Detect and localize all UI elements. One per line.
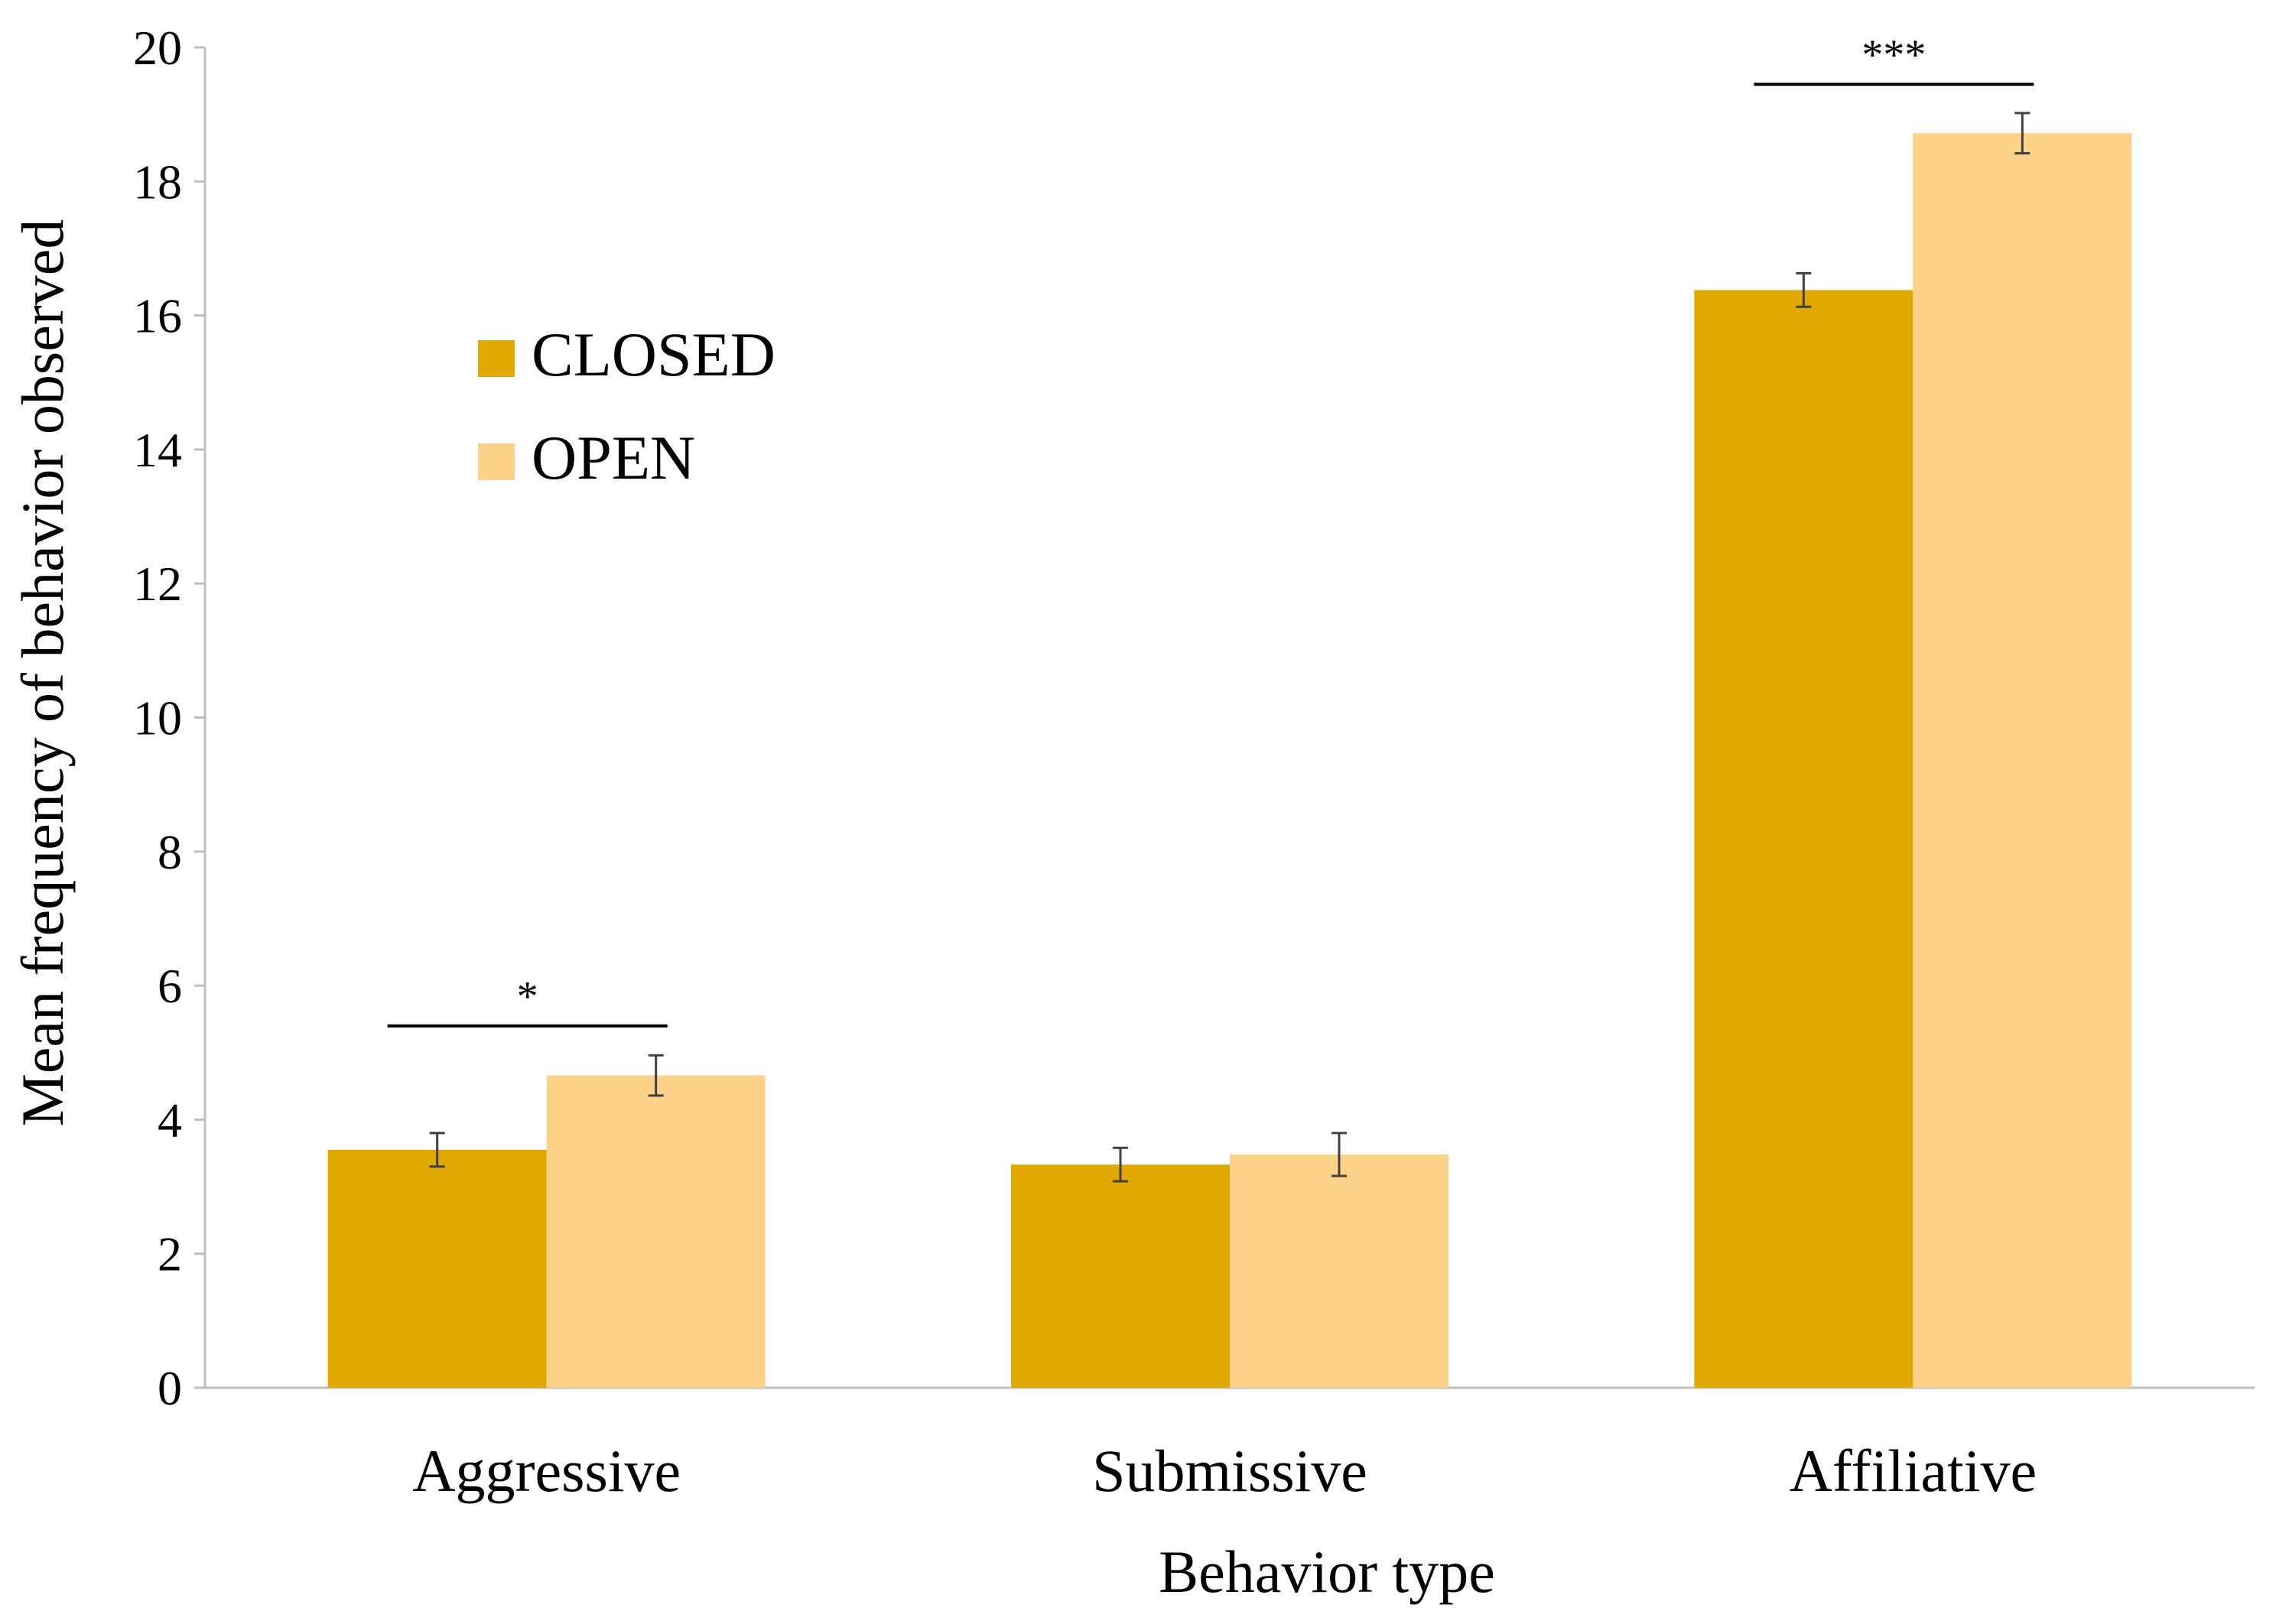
legend-label-open: OPEN bbox=[532, 423, 695, 492]
x-tick-label: Affiliative bbox=[1790, 1437, 2037, 1504]
bar-closed bbox=[1694, 290, 1913, 1389]
y-tick-label: 12 bbox=[133, 557, 182, 611]
legend-label-closed: CLOSED bbox=[532, 320, 775, 389]
bar-open bbox=[1913, 133, 2132, 1388]
y-tick-label: 14 bbox=[133, 423, 182, 477]
y-tick-label: 4 bbox=[158, 1093, 182, 1147]
x-tick-label: Submissive bbox=[1092, 1437, 1367, 1504]
error-bars bbox=[429, 112, 2031, 1183]
y-tick-label: 6 bbox=[158, 959, 182, 1013]
legend-swatch-closed bbox=[478, 340, 515, 377]
y-tick-label: 8 bbox=[158, 825, 182, 879]
y-tick-label: 0 bbox=[158, 1361, 182, 1415]
bar-closed bbox=[327, 1149, 547, 1388]
y-tick-label: 2 bbox=[158, 1227, 182, 1281]
y-tick-label: 18 bbox=[133, 154, 182, 209]
y-tick-label: 20 bbox=[133, 21, 182, 75]
legend-swatch-open bbox=[478, 443, 515, 480]
bars bbox=[327, 133, 2132, 1389]
bar-open bbox=[546, 1075, 766, 1388]
x-tick-label: Aggressive bbox=[412, 1437, 681, 1504]
significance-label: * bbox=[517, 973, 538, 1021]
x-axis-title: Behavior type bbox=[1159, 1538, 1495, 1605]
bar-open bbox=[1230, 1154, 1449, 1388]
significance-markers: **** bbox=[387, 31, 2034, 1028]
legend: CLOSED OPEN bbox=[478, 320, 775, 492]
x-axis: Aggressive Submissive Affiliative bbox=[205, 1386, 2255, 1504]
y-axis: 0 2 4 6 8 10 12 14 16 18 20 bbox=[133, 21, 206, 1415]
y-axis-title: Mean frequency of behavior observed bbox=[9, 219, 76, 1127]
y-tick-label: 16 bbox=[133, 289, 182, 343]
y-tick-label: 10 bbox=[133, 691, 182, 745]
bar-closed bbox=[1011, 1164, 1230, 1388]
significance-label: *** bbox=[1861, 31, 1926, 79]
